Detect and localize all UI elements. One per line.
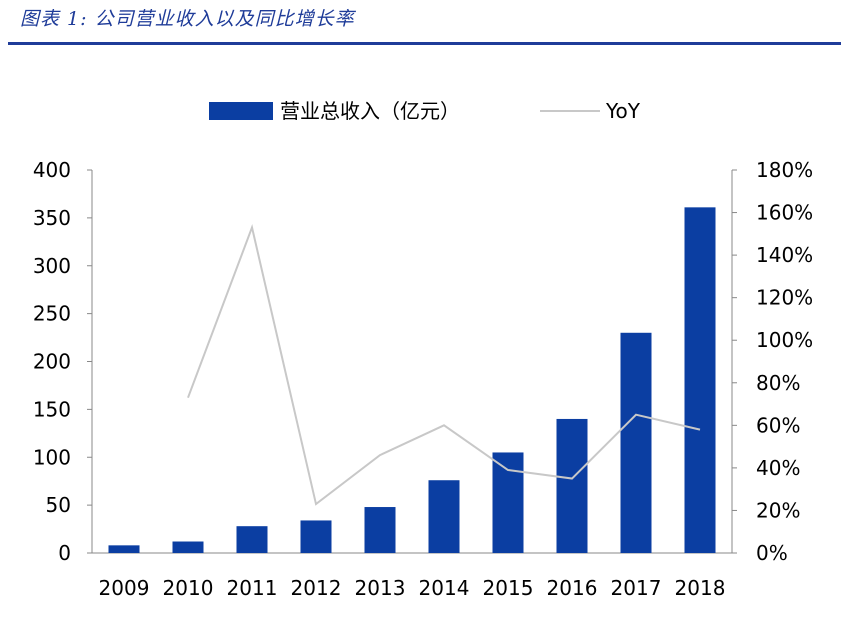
x-tick-label: 2017 xyxy=(611,576,662,600)
right-axis-tick-label: 180% xyxy=(756,158,813,182)
revenue-bar xyxy=(172,541,204,553)
right-axis-tick-label: 80% xyxy=(756,371,800,395)
figure-title: 图表 1: 公司营业收入以及同比增长率 xyxy=(20,8,355,30)
revenue-bar xyxy=(492,452,524,553)
bar-series xyxy=(108,207,716,553)
legend-line-label: YoY xyxy=(605,99,641,123)
title-rule xyxy=(8,42,841,45)
revenue-bar xyxy=(364,507,396,553)
right-axis-tick-label: 60% xyxy=(756,413,800,437)
x-tick-labels: 2009 2010 2011 2012 2013 2014 2015 2016 2017 2018 xyxy=(99,576,726,600)
left-axis-tick-label: 300 xyxy=(33,254,71,278)
x-tick-label: 2010 xyxy=(163,576,214,600)
right-axis-tick-label: 40% xyxy=(756,456,800,480)
revenue-bar xyxy=(300,520,332,553)
legend-bar-swatch xyxy=(209,102,273,120)
x-tick-label: 2013 xyxy=(355,576,406,600)
revenue-bar xyxy=(620,332,652,553)
right-axis-tick-label: 160% xyxy=(756,201,813,225)
yoy-line-series xyxy=(187,224,701,506)
left-axis-tick-label: 150 xyxy=(33,397,71,421)
x-tick-label: 2012 xyxy=(291,576,342,600)
revenue-bar xyxy=(684,207,716,553)
left-axis-tick-label: 50 xyxy=(46,493,71,517)
x-tick-label: 2014 xyxy=(419,576,470,600)
legend-bar-label: 营业总收入（亿元） xyxy=(280,99,460,123)
left-axis-tick-label: 350 xyxy=(33,206,71,230)
x-tick-label: 2015 xyxy=(483,576,534,600)
right-axis-tick-label: 100% xyxy=(756,328,813,352)
x-tick-label: 2009 xyxy=(99,576,150,600)
left-axis-tick-label: 100 xyxy=(33,445,71,469)
right-axis-tick-label: 20% xyxy=(756,498,800,522)
left-axis-tick-label: 400 xyxy=(33,158,71,182)
right-axis-tick-label: 120% xyxy=(756,286,813,310)
x-tick-label: 2018 xyxy=(675,576,726,600)
chart-legend: 营业总收入（亿元） YoY xyxy=(209,99,641,123)
right-axis-tick-label: 0% xyxy=(756,541,788,565)
left-axis-tick-label: 250 xyxy=(33,302,71,326)
right-axis-tick-label: 140% xyxy=(756,243,813,267)
x-tick-label: 2011 xyxy=(227,576,278,600)
revenue-bar xyxy=(556,418,588,553)
left-axis-tick-label: 200 xyxy=(33,350,71,374)
revenue-bar xyxy=(428,480,460,553)
x-tick-label: 2016 xyxy=(547,576,598,600)
revenue-bar xyxy=(236,526,268,553)
left-axis-tick-label: 0 xyxy=(58,541,71,565)
revenue-bar xyxy=(108,545,140,553)
